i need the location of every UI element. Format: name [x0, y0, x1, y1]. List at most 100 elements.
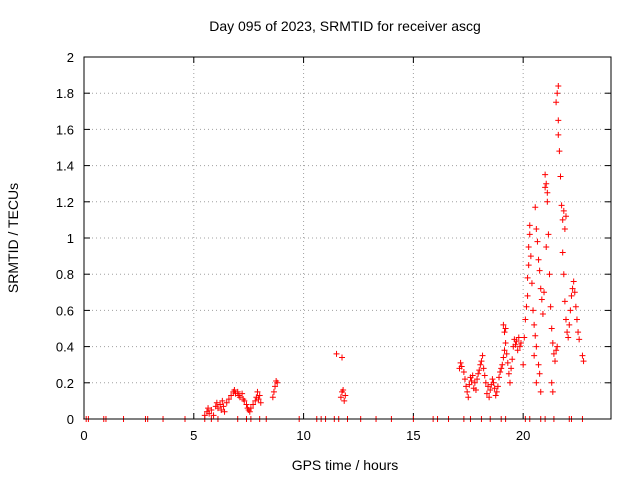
- data-point: [457, 359, 464, 366]
- data-point: [558, 202, 565, 209]
- data-point: [208, 406, 215, 413]
- data-point: [500, 354, 507, 361]
- data-point: [342, 392, 349, 399]
- data-point: [223, 399, 230, 406]
- data-point: [572, 303, 579, 310]
- data-point: [500, 321, 507, 328]
- data-point: [274, 379, 281, 386]
- data-point: [541, 289, 548, 296]
- data-point: [546, 271, 553, 278]
- data-point: [560, 207, 567, 214]
- data-point: [504, 359, 511, 366]
- data-point: [272, 383, 279, 390]
- data-point: [491, 385, 498, 392]
- data-point: [460, 368, 467, 375]
- data-point: [553, 99, 560, 106]
- data-point: [554, 90, 561, 97]
- data-point: [339, 354, 346, 361]
- data-point: [514, 347, 521, 354]
- data-point: [571, 289, 578, 296]
- data-point: [568, 292, 575, 299]
- data-point: [220, 403, 227, 410]
- data-point: [228, 392, 235, 399]
- data-point: [525, 262, 532, 269]
- data-point: [556, 148, 563, 155]
- data-point: [502, 339, 509, 346]
- y-tick-label: 0.4: [56, 340, 74, 355]
- y-tick-label: 1.4: [56, 159, 74, 174]
- data-point: [219, 397, 226, 404]
- data-point: [496, 374, 503, 381]
- data-point: [579, 352, 586, 359]
- data-point: [255, 396, 262, 403]
- y-axis: 0 0.2 0.4 0.6 0.8 1 1.2 1.4 1.6 1.8 2: [56, 50, 611, 427]
- data-point: [521, 334, 528, 341]
- data-point: [474, 376, 481, 383]
- data-point: [555, 117, 562, 124]
- gridlines: [84, 57, 611, 419]
- data-point: [494, 383, 501, 390]
- y-tick-label: 1.2: [56, 195, 74, 210]
- data-point: [509, 356, 516, 363]
- data-point: [530, 307, 537, 314]
- data-point: [513, 338, 520, 345]
- data-point: [201, 412, 208, 419]
- data-point: [515, 334, 522, 341]
- data-point: [499, 361, 506, 368]
- data-point: [580, 358, 587, 365]
- data-point: [217, 401, 224, 408]
- data-point: [533, 225, 540, 232]
- data-point: [476, 367, 483, 374]
- x-tick-label: 20: [516, 428, 530, 443]
- data-point: [535, 256, 542, 263]
- data-point: [206, 410, 213, 417]
- data-point: [576, 336, 583, 343]
- x-tick-label: 0: [80, 428, 87, 443]
- data-point: [505, 370, 512, 377]
- data-point: [569, 285, 576, 292]
- data-point: [246, 408, 253, 415]
- data-point: [501, 329, 508, 336]
- data-point: [533, 379, 540, 386]
- data-point: [269, 394, 276, 401]
- data-point: [531, 352, 538, 359]
- data-point: [254, 388, 261, 395]
- data-point: [205, 405, 212, 412]
- data-point: [502, 325, 509, 332]
- data-point: [565, 334, 572, 341]
- chart-title: Day 095 of 2023, SRMTID for receiver asc…: [209, 18, 481, 34]
- data-point: [542, 171, 549, 178]
- data-point: [550, 350, 557, 357]
- y-tick-label: 0.2: [56, 376, 74, 391]
- data-point: [562, 213, 569, 220]
- data-point: [516, 343, 523, 350]
- data-point: [520, 361, 527, 368]
- data-point: [218, 406, 225, 413]
- data-point: [559, 249, 566, 256]
- data-point: [526, 222, 533, 229]
- data-point: [524, 274, 531, 281]
- data-point: [225, 396, 232, 403]
- data-point: [239, 390, 246, 397]
- data-point: [543, 180, 550, 187]
- y-tick-label: 0: [67, 412, 74, 427]
- data-point: [210, 412, 217, 419]
- data-point: [485, 383, 492, 390]
- data-point: [547, 303, 554, 310]
- x-tick-label: 10: [296, 428, 310, 443]
- data-point: [536, 370, 543, 377]
- data-point: [543, 244, 550, 251]
- data-point: [552, 358, 559, 365]
- data-point: [559, 216, 566, 223]
- data-point: [340, 387, 347, 394]
- data-point: [337, 394, 344, 401]
- data-point: [567, 307, 574, 314]
- data-point: [463, 383, 470, 390]
- data-point: [341, 397, 348, 404]
- data-point: [231, 387, 238, 394]
- x-axis: 0 5 10 15 20: [80, 57, 530, 443]
- data-point: [548, 325, 555, 332]
- data-point: [489, 376, 496, 383]
- data-point: [534, 238, 541, 245]
